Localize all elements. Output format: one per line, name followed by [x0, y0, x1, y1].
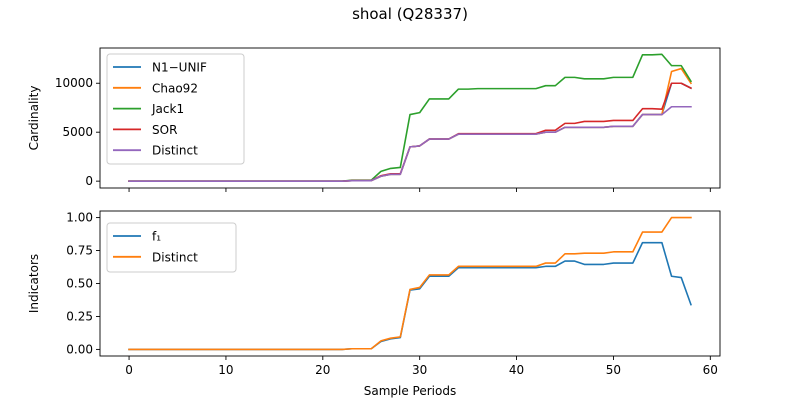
legend: f₁ Distinct	[106, 222, 237, 273]
y-tick-label: 0.50	[66, 277, 93, 291]
legend-label: f₁	[152, 230, 161, 244]
x-tick-label: 50	[606, 363, 621, 377]
legend-box	[106, 53, 245, 165]
series-line-2	[128, 216, 692, 351]
chart-title: shoal (Q28337)	[352, 5, 468, 23]
x-tick-label: 10	[218, 363, 233, 377]
axes-frame	[99, 47, 721, 189]
legend-label: Distinct	[152, 250, 198, 264]
y-tick-label: 0.75	[66, 244, 93, 258]
legend: N1−UNIF Chao92 Jack1 SOR Distinct	[106, 53, 245, 165]
y-tick-label: 1.00	[66, 211, 93, 225]
y-tick-label: 0	[85, 174, 93, 188]
y-tick-label: 0.00	[66, 342, 93, 356]
cardinality-panel: 0 5000 10000 Cardinality N1−UNIF Chao92 Jack1 S…	[27, 47, 721, 192]
y-tick-label: 10000	[55, 76, 93, 90]
legend-label: Jack1	[151, 102, 184, 116]
y-axis-label: Indicators	[27, 254, 41, 313]
legend-label: N1−UNIF	[152, 61, 207, 75]
x-tick-label: 60	[703, 363, 718, 377]
x-axis-label: Sample Periods	[364, 384, 456, 398]
series-line-5	[128, 105, 692, 182]
legend-label: SOR	[152, 123, 177, 137]
legend-label: Distinct	[152, 144, 198, 158]
indicators-panel: 0 10 20 30 40 50 60 0.00 0.25 0.50 0.75 1.00 Indicat…	[27, 210, 721, 398]
x-tick-label: 30	[412, 363, 427, 377]
legend-label: Chao92	[152, 81, 198, 95]
x-tick-label: 20	[315, 363, 330, 377]
legend-box	[106, 222, 237, 273]
y-tick-label: 0.25	[66, 309, 93, 323]
x-tick-label: 0	[125, 363, 133, 377]
y-tick-label: 5000	[62, 125, 93, 139]
x-tick-label: 40	[509, 363, 524, 377]
y-axis-label: Cardinality	[27, 86, 41, 151]
